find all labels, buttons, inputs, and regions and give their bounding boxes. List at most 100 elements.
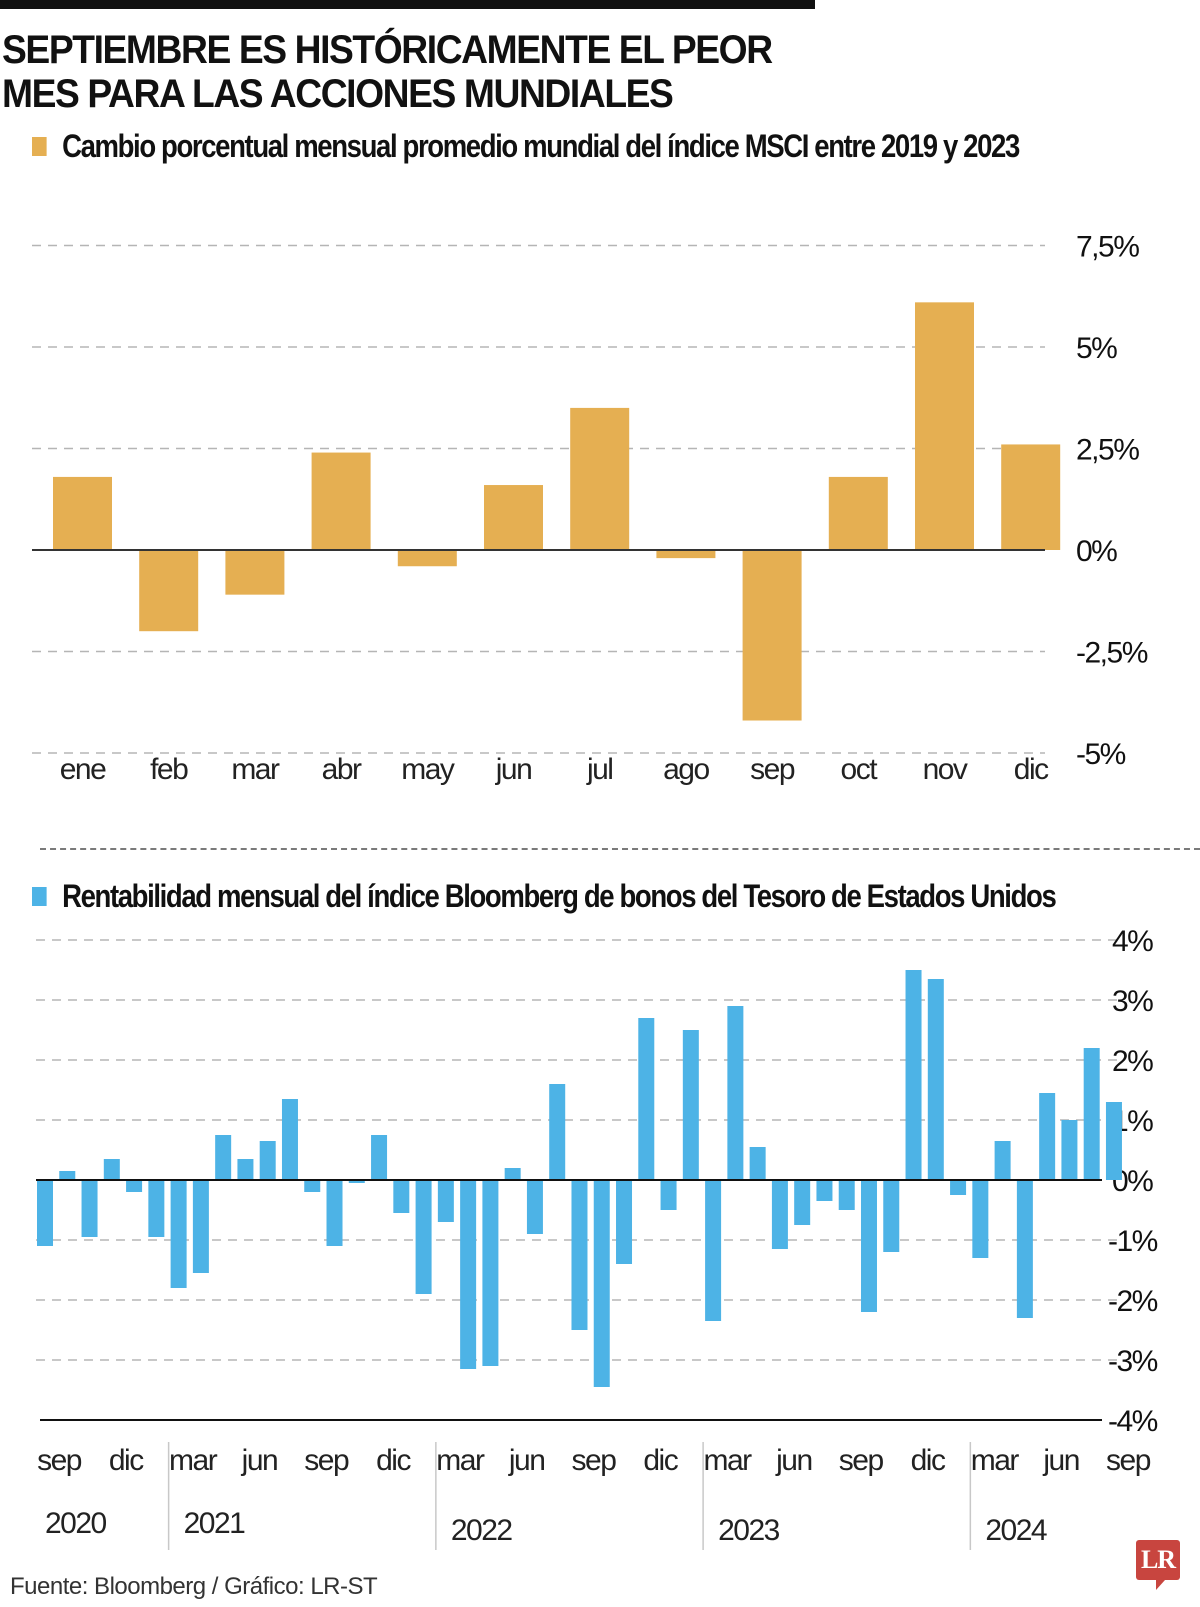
bar-month-35 [816, 1180, 833, 1201]
x-tick-label: mar [231, 753, 280, 786]
bar-month-9 [237, 1159, 254, 1180]
bar-month-15 [371, 1135, 388, 1180]
bar-month-22 [526, 1180, 543, 1234]
y-tick-label: -3% [1108, 1345, 1158, 1378]
bar-month-31 [727, 1006, 744, 1180]
bar-month-6 [170, 1180, 187, 1288]
year-label: 2021 [184, 1507, 246, 1540]
bar-month-18 [437, 1180, 454, 1222]
top-rule [0, 0, 815, 9]
y-tick-label: 4% [1112, 925, 1153, 958]
bar-month-37 [860, 1180, 877, 1312]
legend-label-bloomberg: Rentabilidad mensual del índice Bloomber… [62, 878, 1057, 914]
bar-month-33 [771, 1180, 788, 1249]
bar-month-16 [393, 1180, 410, 1213]
year-label: 2024 [985, 1514, 1047, 1547]
bar-abr [311, 452, 371, 550]
y-tick-label: 5% [1076, 332, 1117, 365]
legend-swatch-msci [32, 137, 47, 156]
x-tick-label: jun [241, 1444, 278, 1477]
year-label: 2020 [45, 1507, 107, 1540]
y-tick-label: 3% [1112, 985, 1153, 1018]
x-tick-label: sep [572, 1444, 617, 1477]
title-line-2: MES PARA LAS ACCIONES MUNDIALES [2, 72, 674, 116]
section-divider [40, 848, 1200, 850]
x-tick-label: abr [322, 753, 362, 786]
x-tick-label: mar [169, 1444, 218, 1477]
bar-month-43 [994, 1141, 1011, 1180]
bar-month-20 [482, 1180, 499, 1366]
y-tick-label: -2% [1108, 1285, 1158, 1318]
x-tick-label: sep [37, 1444, 82, 1477]
x-tick-label: mar [436, 1444, 485, 1477]
bar-month-17 [415, 1180, 432, 1294]
x-tick-label: ago [663, 753, 709, 786]
bar-month-3 [103, 1159, 120, 1180]
page-title: SEPTIEMBRE ES HISTÓRICAMENTE EL PEOR MES… [2, 28, 773, 116]
x-tick-label: ene [60, 753, 106, 786]
bar-month-10 [259, 1141, 276, 1180]
bar-feb [139, 550, 199, 632]
bar-dic [1001, 444, 1061, 550]
bar-ago [656, 550, 716, 559]
bar-month-25 [593, 1180, 610, 1387]
bar-month-45 [1039, 1093, 1056, 1180]
bar-month-13 [326, 1180, 343, 1246]
y-tick-label: -1% [1108, 1225, 1158, 1258]
bar-month-7 [192, 1180, 209, 1273]
bar-month-48 [1105, 1102, 1122, 1180]
bar-month-32 [749, 1147, 766, 1180]
x-tick-label: dic [911, 1444, 946, 1477]
bar-month-21 [504, 1168, 521, 1180]
bar-month-11 [281, 1099, 298, 1180]
legend-bloomberg: Rentabilidad mensual del índice Bloomber… [32, 878, 1057, 915]
bar-may [397, 550, 457, 567]
bar-month-1 [59, 1171, 76, 1180]
bar-month-40 [927, 979, 944, 1180]
msci-bar-chart: 7,5% 5% 2,5% 0% -2,5% -5% ene feb mar abr may jun ju… [32, 231, 1149, 786]
x-tick-label: dic [109, 1444, 144, 1477]
year-label: 2023 [718, 1514, 780, 1547]
x-tick-label: mar [704, 1444, 753, 1477]
bar-month-2 [81, 1180, 98, 1237]
bar-ene [53, 476, 112, 550]
bar-month-29 [682, 1030, 699, 1180]
lr-logo: LR [1136, 1540, 1180, 1590]
x-tick-label: jul [586, 753, 613, 786]
y-tick-label: 0% [1076, 535, 1117, 568]
bar-month-4 [126, 1180, 143, 1192]
bar-month-19 [460, 1180, 477, 1369]
x-tick-label: may [401, 753, 455, 786]
bar-month-30 [705, 1180, 722, 1321]
bar-month-44 [1016, 1180, 1033, 1318]
x-tick-label: feb [150, 753, 188, 786]
bar-month-38 [883, 1180, 900, 1252]
y-tick-label: -5% [1076, 738, 1126, 771]
bar-month-26 [616, 1180, 633, 1264]
bar-month-28 [660, 1180, 677, 1210]
bar-month-47 [1083, 1048, 1100, 1180]
source-note: Fuente: Bloomberg / Gráfico: LR-ST [10, 1573, 378, 1600]
bar-month-14 [348, 1180, 365, 1183]
y-tick-label: -2,5% [1076, 637, 1148, 670]
title-line-1: SEPTIEMBRE ES HISTÓRICAMENTE EL PEOR [2, 28, 773, 72]
bar-month-41 [950, 1180, 967, 1195]
bar-month-46 [1061, 1120, 1078, 1180]
y-tick-label: 1% [1112, 1105, 1153, 1138]
x-tick-label: oct [841, 753, 879, 786]
x-tick-label: jun [1042, 1444, 1079, 1477]
bar-month-12 [304, 1180, 321, 1192]
legend-label-msci: Cambio porcentual mensual promedio mundi… [62, 128, 1020, 164]
bar-jun [484, 485, 543, 550]
x-tick-label: sep [839, 1444, 884, 1477]
bar-month-27 [638, 1018, 655, 1180]
bar-month-24 [571, 1180, 588, 1330]
bar-month-39 [905, 970, 922, 1180]
y-tick-label: 0% [1112, 1165, 1153, 1198]
bar-nov [915, 302, 974, 550]
x-tick-label: dic [1014, 753, 1049, 786]
y-tick-label: 7,5% [1076, 231, 1139, 264]
bar-month-5 [148, 1180, 165, 1237]
y-tick-label: 2,5% [1076, 434, 1139, 467]
x-tick-label: dic [376, 1444, 411, 1477]
